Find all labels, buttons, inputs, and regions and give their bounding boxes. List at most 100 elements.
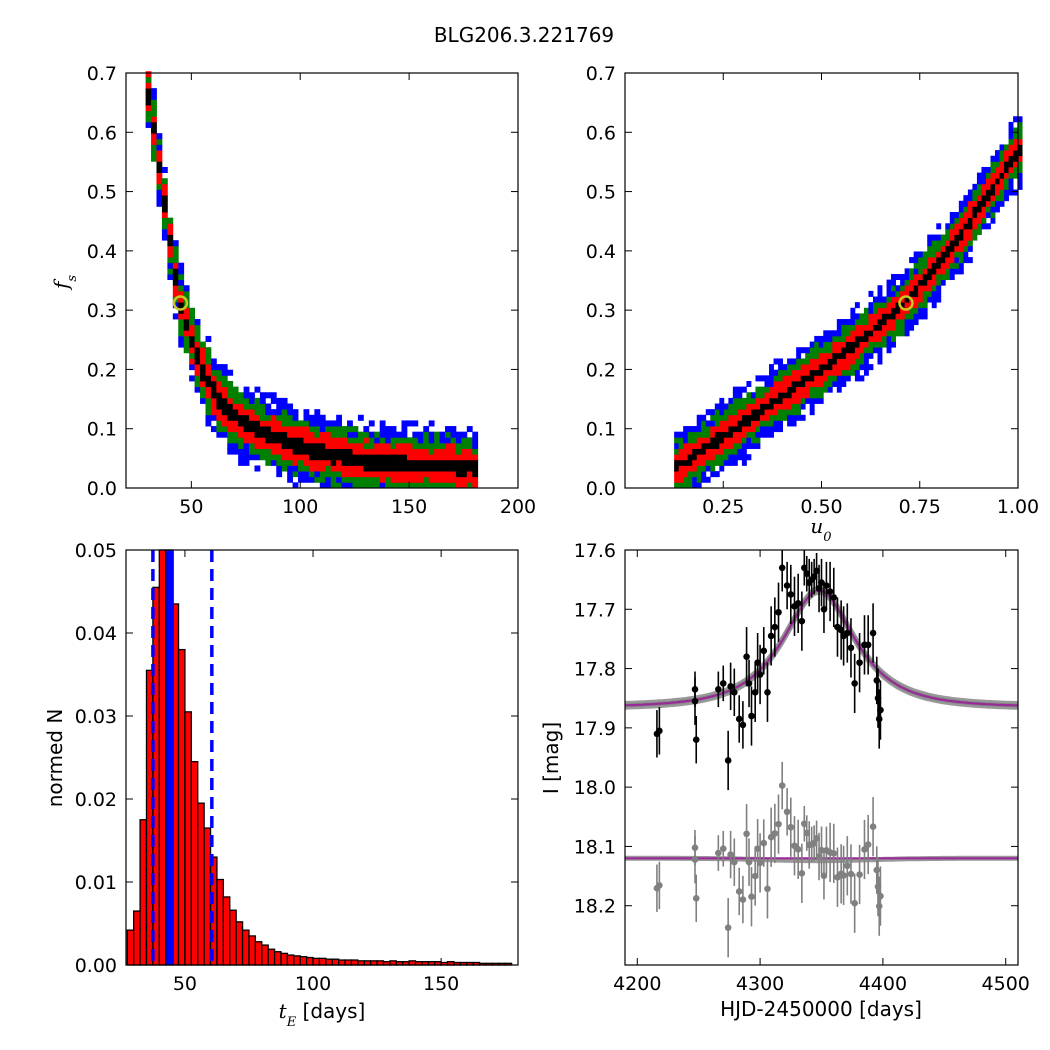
posterior-cell <box>814 352 820 359</box>
posterior-cell <box>723 409 729 416</box>
posterior-cell <box>782 369 788 376</box>
posterior-cell <box>455 448 462 455</box>
posterior-cell <box>850 335 856 342</box>
posterior-cell <box>1017 161 1023 168</box>
posterior-cell <box>292 420 299 427</box>
posterior-cell <box>232 448 239 455</box>
posterior-cell <box>439 454 446 461</box>
posterior-cell <box>773 375 779 382</box>
posterior-cell <box>778 375 783 382</box>
posterior-cell <box>352 448 359 455</box>
posterior-cell <box>151 88 157 95</box>
posterior-cell <box>741 420 747 427</box>
posterior-cell <box>705 454 711 461</box>
posterior-cell <box>900 273 906 281</box>
posterior-cell <box>913 313 919 320</box>
posterior-cell <box>904 268 910 275</box>
posterior-cell <box>750 403 756 410</box>
posterior-cell <box>281 431 288 438</box>
posterior-cell <box>773 414 779 421</box>
posterior-cell <box>845 352 851 359</box>
posterior-cell <box>455 465 462 472</box>
posterior-cell <box>927 268 933 275</box>
posterior-cell <box>314 471 321 478</box>
posterior-cell <box>1013 189 1019 196</box>
posterior-cell <box>238 403 244 410</box>
posterior-cell <box>330 476 337 483</box>
posterior-cell <box>778 380 783 388</box>
posterior-cell <box>216 386 223 393</box>
posterior-cell <box>319 482 326 489</box>
posterior-cell <box>194 369 201 376</box>
posterior-cell <box>379 476 386 483</box>
posterior-cell <box>787 369 793 376</box>
posterior-cell <box>259 442 266 449</box>
posterior-cell <box>764 375 770 382</box>
posterior-cell <box>330 454 337 461</box>
posterior-cell <box>227 392 234 399</box>
posterior-cell <box>401 437 408 444</box>
posterior-cell <box>178 290 185 297</box>
histogram-bar <box>133 910 141 966</box>
posterior-cell <box>434 431 440 438</box>
posterior-cell <box>466 471 473 478</box>
posterior-cell <box>341 437 348 444</box>
posterior-cell <box>714 431 720 438</box>
posterior-cell <box>769 414 774 421</box>
posterior-cell <box>472 454 479 461</box>
posterior-cell <box>791 420 797 427</box>
posterior-cell <box>769 403 774 410</box>
posterior-cell <box>954 212 960 219</box>
posterior-cell <box>336 431 342 438</box>
posterior-cell <box>827 380 833 388</box>
posterior-cell <box>891 324 896 331</box>
posterior-cell <box>292 465 299 472</box>
posterior-cell <box>769 392 774 399</box>
posterior-cell <box>940 245 946 252</box>
posterior-cell <box>161 217 168 224</box>
posterior-cell <box>832 330 838 337</box>
posterior-cell <box>949 262 955 269</box>
posterior-cell <box>287 454 293 461</box>
posterior-cell <box>178 335 185 342</box>
posterior-cell <box>868 307 874 314</box>
posterior-cell <box>796 409 802 416</box>
posterior-cell <box>683 482 689 489</box>
posterior-cell <box>374 459 381 466</box>
posterior-cell <box>787 364 793 371</box>
posterior-cell <box>841 347 847 354</box>
residual-point <box>739 896 747 903</box>
posterior-cell <box>872 335 878 342</box>
posterior-cell <box>872 319 878 326</box>
posterior-cell <box>466 454 473 461</box>
posterior-cell <box>759 386 765 393</box>
posterior-cell <box>868 290 874 297</box>
posterior-cell <box>314 409 321 416</box>
posterior-cell <box>368 482 375 489</box>
posterior-cell <box>1008 138 1014 145</box>
posterior-cell <box>254 420 261 427</box>
posterior-cell <box>900 296 906 303</box>
posterior-cell <box>958 206 964 213</box>
y-tick-label: 18.1 <box>574 836 616 858</box>
posterior-cell <box>303 426 310 433</box>
posterior-cell <box>249 403 255 410</box>
posterior-cell <box>450 437 457 444</box>
posterior-cell <box>976 206 982 213</box>
posterior-cell <box>913 290 919 297</box>
posterior-cell <box>778 426 783 433</box>
posterior-cell <box>868 330 874 337</box>
posterior-cell <box>1004 155 1009 162</box>
posterior-cell <box>265 414 272 421</box>
posterior-cell <box>904 296 910 303</box>
posterior-cell <box>183 290 190 297</box>
posterior-cell <box>1008 178 1014 185</box>
posterior-cell <box>156 189 163 196</box>
posterior-cell <box>341 442 348 449</box>
data-point <box>731 688 738 696</box>
posterior-cell <box>818 352 824 359</box>
posterior-cell <box>823 335 829 342</box>
y-tick-label: 0.2 <box>586 359 616 381</box>
posterior-cell <box>967 200 973 207</box>
posterior-cell <box>161 212 168 219</box>
